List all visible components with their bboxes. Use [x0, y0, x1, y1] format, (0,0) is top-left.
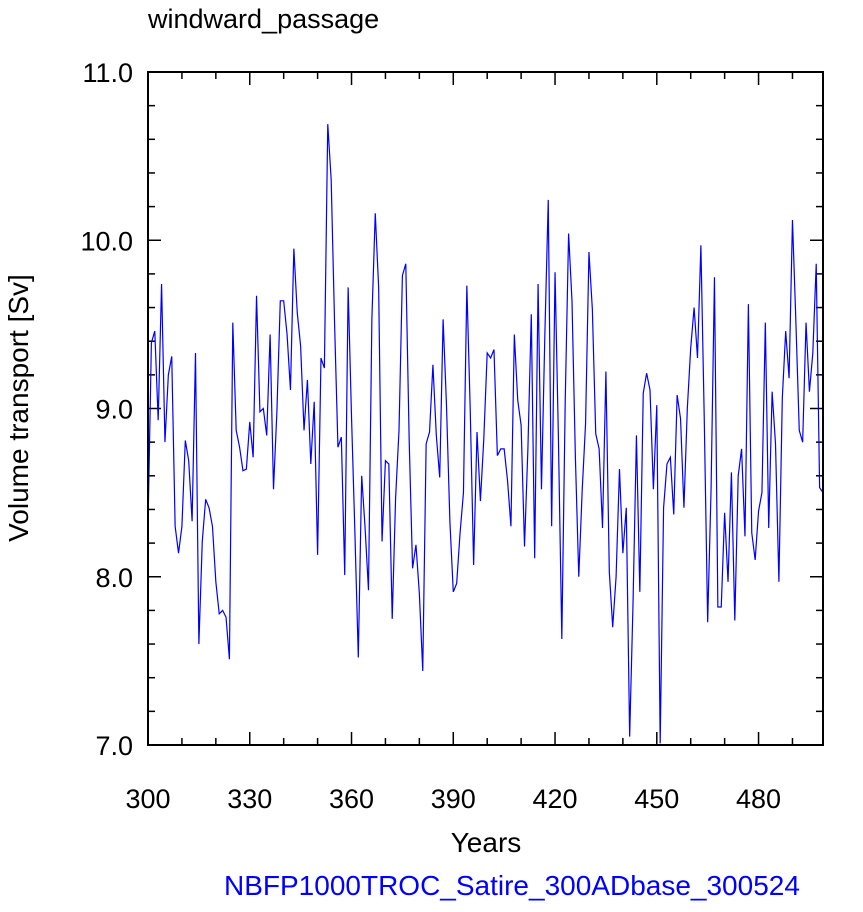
y-tick-label: 10.0 — [80, 226, 133, 256]
x-tick-label: 300 — [125, 784, 170, 814]
plot-frame — [147, 71, 824, 746]
y-tick-label: 9.0 — [95, 395, 133, 425]
x-tick-label: 360 — [329, 784, 374, 814]
x-tick-label: 420 — [533, 784, 578, 814]
chart-title: windward_passage — [147, 4, 379, 34]
y-tick-label: 8.0 — [95, 563, 133, 593]
footer-run-label: NBFP1000TROC_Satire_300ADbase_300524 — [224, 870, 800, 901]
y-tick-label: 11.0 — [82, 58, 133, 88]
x-tick-label: 450 — [634, 784, 679, 814]
x-tick-label: 480 — [736, 784, 781, 814]
tick-labels: 300 330 360 390 420 450 480 7.0 8.0 9.0 10.0 11.0 — [80, 58, 781, 814]
y-axis-title: Volume transport [Sv] — [3, 274, 34, 542]
series-line — [147, 124, 824, 744]
x-tick-label: 330 — [227, 784, 272, 814]
x-axis-title: Years — [451, 827, 522, 858]
x-tick-label: 390 — [431, 784, 476, 814]
y-tick-label: 7.0 — [95, 731, 133, 761]
